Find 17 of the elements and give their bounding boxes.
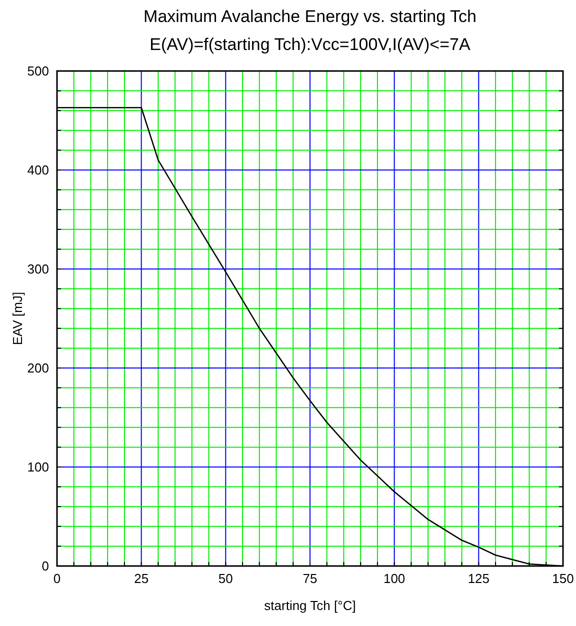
x-tick-label: 0: [53, 571, 61, 586]
x-tick-label: 100: [383, 571, 406, 586]
y-axis-title: EAV [mJ]: [10, 292, 25, 346]
x-tick-label: 125: [468, 571, 490, 586]
chart-subtitle: E(AV)=f(starting Tch):Vcc=100V,I(AV)<=7A: [150, 35, 471, 54]
chart-title: Maximum Avalanche Energy vs. starting Tch: [144, 7, 476, 26]
y-tick-label: 200: [27, 360, 49, 376]
y-tick-label: 0: [42, 558, 49, 574]
x-tick-label: 50: [218, 571, 233, 586]
x-tick-label: 150: [552, 571, 574, 586]
y-tick-label: 500: [27, 64, 49, 78]
x-axis-title: starting Tch [°C]: [264, 598, 356, 613]
y-tick-label: 100: [27, 460, 49, 474]
y-tick-label: 400: [27, 162, 49, 178]
y-tick-label: 300: [27, 262, 49, 276]
x-tick-label: 75: [302, 571, 318, 586]
x-tick-label: 25: [134, 571, 149, 586]
